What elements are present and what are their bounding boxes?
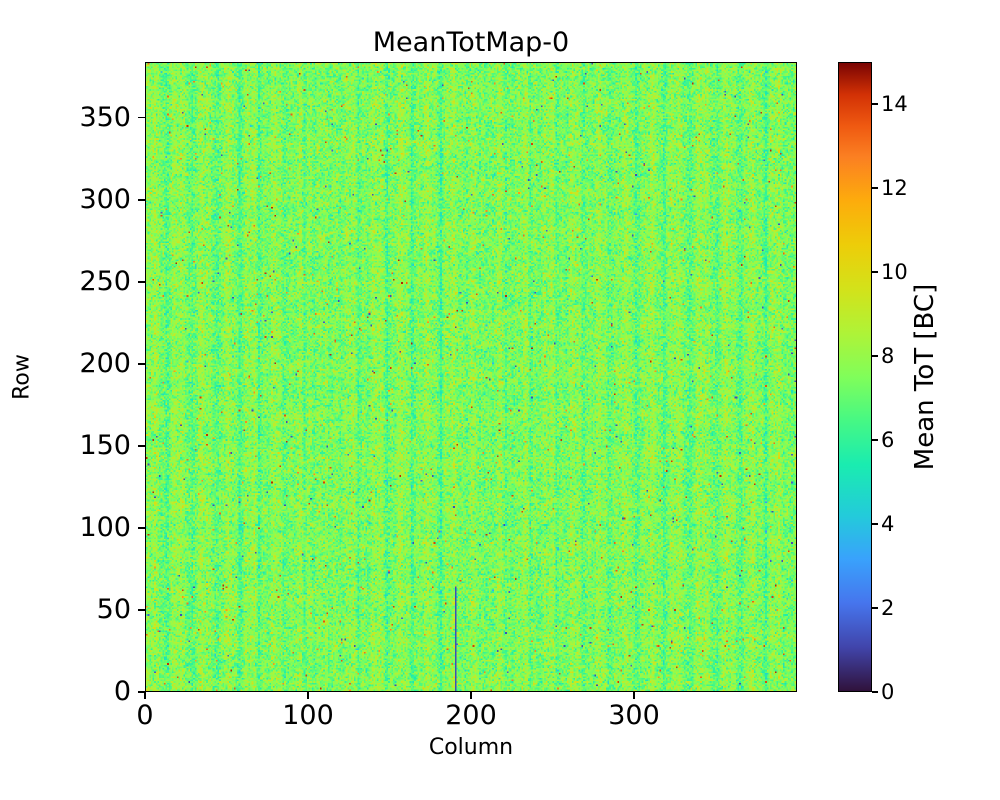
colorbar-tick-mark xyxy=(872,355,878,357)
y-tick-mark xyxy=(138,363,145,365)
x-tick-mark xyxy=(307,692,309,699)
colorbar-tick-mark xyxy=(872,607,878,609)
y-tick-mark xyxy=(138,445,145,447)
colorbar-label: Mean ToT [BC] xyxy=(910,283,940,471)
x-tick-label: 0 xyxy=(136,700,154,731)
y-axis-label: Row xyxy=(9,354,35,400)
colorbar-tick-mark xyxy=(872,271,878,273)
y-tick-mark xyxy=(138,117,145,119)
y-tick-mark xyxy=(138,527,145,529)
x-tick-label: 300 xyxy=(608,700,660,731)
colorbar-tick-label: 14 xyxy=(881,92,908,116)
y-tick-label: 200 xyxy=(79,347,131,379)
colorbar-tick-label: 12 xyxy=(881,176,908,200)
y-tick-label: 50 xyxy=(96,593,131,625)
colorbar-tick-label: 8 xyxy=(881,344,895,368)
colorbar-tick-label: 2 xyxy=(881,596,895,620)
y-tick-mark xyxy=(138,199,145,201)
colorbar-tick-mark xyxy=(872,103,878,105)
x-tick-mark xyxy=(633,692,635,699)
colorbar-tick-label: 0 xyxy=(881,680,895,704)
heatmap-plot-area xyxy=(145,62,797,692)
x-tick-label: 200 xyxy=(445,700,497,731)
y-tick-label: 250 xyxy=(79,265,131,297)
colorbar xyxy=(838,62,872,692)
x-axis-label: Column xyxy=(428,735,514,760)
x-tick-mark xyxy=(470,692,472,699)
colorbar-tick-label: 6 xyxy=(881,428,895,452)
x-tick-label: 100 xyxy=(282,700,334,731)
y-tick-label: 0 xyxy=(113,676,131,707)
colorbar-gradient xyxy=(839,63,871,691)
y-tick-label: 300 xyxy=(79,183,131,215)
colorbar-tick-mark xyxy=(872,523,878,525)
y-tick-label: 100 xyxy=(79,511,131,543)
colorbar-tick-label: 10 xyxy=(881,260,908,284)
y-tick-label: 150 xyxy=(79,429,131,461)
y-tick-mark xyxy=(138,609,145,611)
colorbar-tick-mark xyxy=(872,439,878,441)
y-tick-mark xyxy=(138,281,145,283)
y-tick-mark xyxy=(138,691,145,693)
colorbar-tick-label: 4 xyxy=(881,512,895,536)
colorbar-tick-mark xyxy=(872,187,878,189)
colorbar-tick-mark xyxy=(872,691,878,693)
y-tick-label: 350 xyxy=(79,101,131,133)
page-title: MeanTotMap-0 xyxy=(372,27,570,58)
heatmap-image xyxy=(146,63,796,691)
x-tick-mark xyxy=(144,692,146,699)
